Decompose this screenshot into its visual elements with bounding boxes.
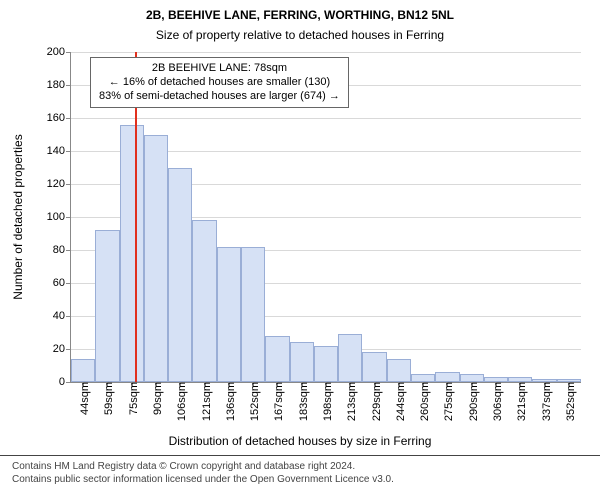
gridline-h [71, 118, 581, 119]
xtick-label: 352sqm [561, 382, 577, 421]
histogram-bar [217, 247, 241, 382]
ytick-label: 160 [47, 112, 71, 124]
histogram-bar [435, 372, 459, 382]
histogram-bar [314, 346, 338, 382]
xtick-label: 59sqm [99, 382, 115, 415]
xtick-label: 260sqm [415, 382, 431, 421]
xtick-label: 244sqm [391, 382, 407, 421]
chart-title-sub: Size of property relative to detached ho… [0, 28, 600, 42]
xtick-label: 152sqm [245, 382, 261, 421]
xtick-label: 183sqm [294, 382, 310, 421]
histogram-bar [168, 168, 192, 383]
annotation-box: 2B BEEHIVE LANE: 78sqm ← 16% of detached… [90, 57, 349, 108]
xtick-label: 90sqm [148, 382, 164, 415]
xtick-label: 321sqm [512, 382, 528, 421]
ytick-label: 40 [53, 310, 71, 322]
histogram-bar [144, 135, 168, 383]
histogram-bar [290, 342, 314, 382]
footer-line-2: Contains public sector information licen… [0, 474, 600, 487]
histogram-bar [241, 247, 265, 382]
gridline-h [71, 52, 581, 53]
xtick-label: 229sqm [367, 382, 383, 421]
xtick-label: 121sqm [197, 382, 213, 421]
xtick-label: 75sqm [124, 382, 140, 415]
x-axis-title: Distribution of detached houses by size … [0, 434, 600, 448]
xtick-label: 275sqm [439, 382, 455, 421]
annotation-line-3: 83% of semi-detached houses are larger (… [99, 90, 340, 104]
ytick-label: 80 [53, 244, 71, 256]
histogram-bar [338, 334, 362, 382]
histogram-bar [362, 352, 386, 382]
annotation-line-2: ← 16% of detached houses are smaller (13… [99, 76, 340, 90]
histogram-bar [460, 374, 484, 382]
ytick-label: 140 [47, 145, 71, 157]
xtick-label: 44sqm [75, 382, 91, 415]
xtick-label: 213sqm [342, 382, 358, 421]
histogram-bar [120, 125, 144, 382]
xtick-label: 198sqm [318, 382, 334, 421]
ytick-label: 180 [47, 79, 71, 91]
histogram-bar [71, 359, 95, 382]
xtick-label: 290sqm [464, 382, 480, 421]
ytick-label: 120 [47, 178, 71, 190]
xtick-label: 306sqm [488, 382, 504, 421]
annotation-line-1: 2B BEEHIVE LANE: 78sqm [99, 62, 340, 76]
histogram-bar [192, 220, 216, 382]
ytick-label: 200 [47, 46, 71, 58]
xtick-label: 136sqm [221, 382, 237, 421]
xtick-label: 337sqm [537, 382, 553, 421]
footer-text: Contains HM Land Registry data © Crown c… [0, 461, 600, 486]
histogram-bar [387, 359, 411, 382]
histogram-bar [95, 230, 119, 382]
histogram-bar [411, 374, 435, 382]
ytick-label: 60 [53, 277, 71, 289]
ytick-label: 100 [47, 211, 71, 223]
y-axis-title: Number of detached properties [11, 134, 25, 299]
chart-container: { "chart": { "type": "histogram", "title… [0, 0, 600, 500]
chart-title-main: 2B, BEEHIVE LANE, FERRING, WORTHING, BN1… [0, 8, 600, 22]
histogram-bar [265, 336, 289, 382]
xtick-label: 106sqm [172, 382, 188, 421]
ytick-label: 20 [53, 343, 71, 355]
footer-divider [0, 455, 600, 456]
footer-line-1: Contains HM Land Registry data © Crown c… [0, 461, 600, 474]
ytick-label: 0 [59, 376, 71, 388]
xtick-label: 167sqm [269, 382, 285, 421]
